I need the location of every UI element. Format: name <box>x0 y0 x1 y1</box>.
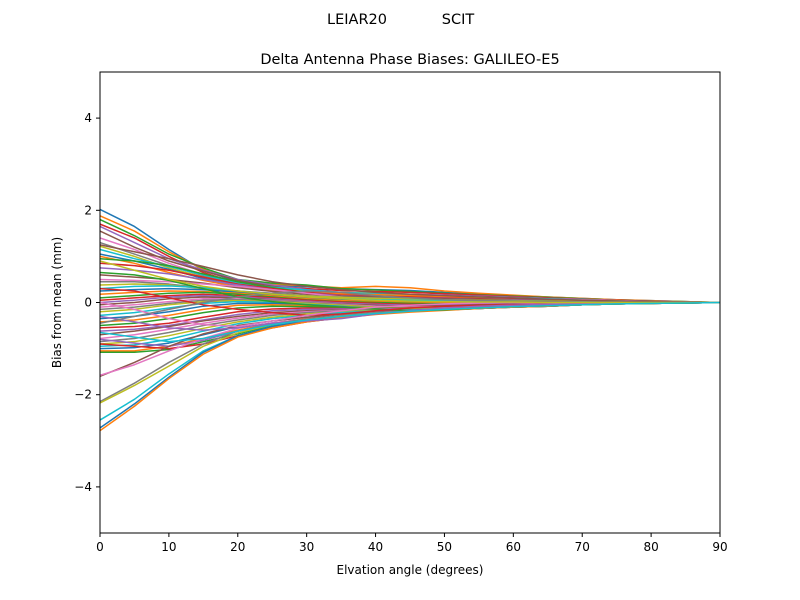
y-tick-label: 2 <box>84 203 92 217</box>
figure-suptitle-right: SCIT <box>442 12 475 28</box>
x-tick-label: 20 <box>230 540 245 554</box>
x-tick-label: 60 <box>506 540 521 554</box>
x-tick-label: 90 <box>712 540 727 554</box>
y-tick-label: 0 <box>84 296 92 310</box>
x-axis-label: Elvation angle (degrees) <box>337 563 484 577</box>
y-tick-label: −4 <box>74 480 92 494</box>
x-tick-label: 0 <box>96 540 104 554</box>
series-line <box>100 301 720 404</box>
y-axis-label: Bias from mean (mm) <box>50 237 64 368</box>
figure-suptitle-left: LEIAR20 <box>327 12 387 28</box>
series-line <box>100 260 720 304</box>
x-tick-label: 70 <box>575 540 590 554</box>
x-tick-label: 80 <box>643 540 658 554</box>
series-line <box>100 244 720 304</box>
x-tick-label: 10 <box>161 540 176 554</box>
y-axis: −4 −2 0 2 4 <box>74 111 100 494</box>
chart-title: Delta Antenna Phase Biases: GALILEO-E5 <box>260 52 559 68</box>
x-tick-label: 40 <box>368 540 383 554</box>
x-tick-label: 30 <box>299 540 314 554</box>
x-axis: 0 10 20 30 40 50 60 70 80 90 <box>96 533 728 554</box>
y-tick-label: 4 <box>84 111 92 125</box>
series-line <box>100 301 720 343</box>
y-tick-label: −2 <box>74 388 92 402</box>
series-group <box>100 208 720 432</box>
series-line <box>100 208 720 304</box>
x-tick-label: 50 <box>437 540 452 554</box>
